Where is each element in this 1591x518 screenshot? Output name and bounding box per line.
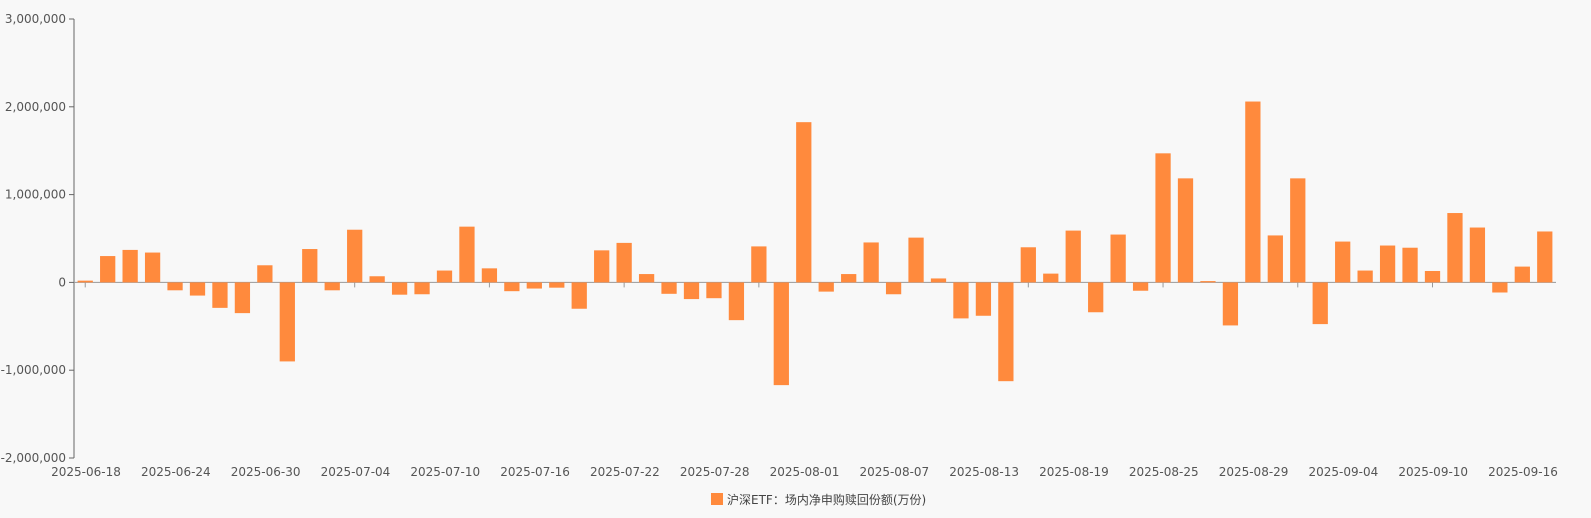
x-tick-label: 2025-08-13 (949, 465, 1019, 479)
bar[interactable] (975, 282, 992, 316)
bar[interactable] (1245, 101, 1261, 283)
bar[interactable] (616, 242, 632, 283)
bar[interactable] (526, 282, 542, 289)
x-tick-label: 2025-09-16 (1488, 465, 1558, 479)
bar[interactable] (189, 282, 206, 296)
bar[interactable] (1043, 273, 1059, 283)
y-tick-label: -1,000,000 (1, 363, 66, 377)
bar[interactable] (796, 122, 812, 283)
x-tick-label: 2025-07-10 (410, 465, 480, 479)
x-tick-label: 2025-08-25 (1129, 465, 1199, 479)
bar[interactable] (773, 282, 789, 386)
bar[interactable] (122, 249, 138, 283)
bar[interactable] (594, 250, 610, 283)
x-tick-label: 2025-08-19 (1039, 465, 1109, 479)
bar[interactable] (1447, 213, 1463, 283)
bar[interactable] (1020, 247, 1036, 283)
bar[interactable] (212, 282, 228, 308)
bar[interactable] (257, 265, 273, 283)
bar[interactable] (279, 282, 295, 362)
bar[interactable] (1110, 234, 1126, 283)
bars-group (77, 101, 1553, 386)
bar[interactable] (661, 282, 677, 294)
legend-swatch (711, 493, 723, 505)
x-axis: 2025-06-18 2025-06-24 2025-06-30 2025-07-04… (51, 281, 1558, 479)
bar[interactable] (324, 282, 340, 291)
bar[interactable] (1335, 241, 1351, 283)
bar[interactable] (1402, 247, 1418, 283)
bar[interactable] (571, 282, 587, 309)
bar[interactable] (908, 237, 924, 283)
x-tick-label: 2025-07-28 (680, 465, 750, 479)
bar[interactable] (1537, 231, 1553, 283)
x-tick-label: 2025-08-29 (1219, 465, 1289, 479)
bar[interactable] (167, 282, 183, 291)
bar[interactable] (504, 282, 520, 292)
bar[interactable] (1222, 282, 1239, 326)
y-tick-label: 1,000,000 (5, 188, 66, 202)
bar[interactable] (1424, 270, 1441, 283)
bar[interactable] (1514, 266, 1530, 283)
x-tick-label: 2025-06-18 (51, 465, 121, 479)
x-tick-label: 2025-06-24 (141, 465, 211, 479)
bar[interactable] (638, 274, 655, 283)
bar[interactable] (1065, 230, 1081, 283)
bar[interactable] (1492, 282, 1508, 293)
bar[interactable] (1312, 282, 1328, 325)
bar[interactable] (1200, 281, 1216, 283)
legend[interactable]: 沪深ETF：场内净申购赎回份额(万份) (711, 492, 926, 507)
bar[interactable] (751, 246, 767, 283)
bar[interactable] (1379, 245, 1396, 283)
x-tick-label: 2025-08-07 (859, 465, 929, 479)
x-tick-label: 2025-06-30 (231, 465, 301, 479)
bar[interactable] (1088, 282, 1104, 313)
y-tick-label: 0 (58, 275, 66, 289)
bar[interactable] (1267, 235, 1283, 283)
bar[interactable] (841, 274, 857, 283)
bar[interactable] (683, 282, 700, 300)
bar[interactable] (144, 252, 161, 283)
bar[interactable] (1132, 282, 1149, 291)
bar[interactable] (1177, 178, 1194, 283)
bar[interactable] (369, 276, 385, 283)
bar[interactable] (728, 282, 745, 321)
x-tick-label: 2025-09-04 (1309, 465, 1379, 479)
bar[interactable] (481, 268, 498, 283)
y-tick-label: 2,000,000 (5, 100, 66, 114)
bar[interactable] (953, 282, 969, 319)
bar[interactable] (414, 282, 430, 295)
bar[interactable] (100, 256, 116, 283)
bar[interactable] (1290, 178, 1306, 283)
bar[interactable] (1155, 153, 1171, 283)
x-tick-label: 2025-08-01 (770, 465, 840, 479)
x-tick-label: 2025-07-22 (590, 465, 660, 479)
bar[interactable] (77, 280, 93, 283)
bar[interactable] (863, 242, 879, 283)
bar[interactable] (436, 270, 453, 283)
y-tick-label: 3,000,000 (5, 12, 66, 26)
bar[interactable] (818, 282, 834, 292)
legend-label: 沪深ETF：场内净申购赎回份额(万份) (727, 492, 926, 507)
x-tick-label: 2025-07-16 (500, 465, 570, 479)
bar[interactable] (549, 282, 565, 288)
bar[interactable] (391, 282, 408, 295)
y-tick-label: -2,000,000 (1, 451, 66, 465)
bar[interactable] (347, 229, 363, 283)
bar[interactable] (234, 282, 251, 314)
x-tick-label: 2025-09-10 (1398, 465, 1468, 479)
x-tick-label: 2025-07-04 (321, 465, 391, 479)
bar[interactable] (930, 278, 947, 283)
bar[interactable] (885, 282, 902, 295)
y-axis: 3,000,000 2,000,000 1,000,000 0 -1,000,000 -2… (1, 12, 75, 465)
bar[interactable] (1357, 270, 1373, 283)
bar[interactable] (998, 282, 1014, 382)
bar[interactable] (706, 282, 722, 299)
bar[interactable] (302, 249, 318, 283)
bar[interactable] (459, 226, 475, 283)
bar[interactable] (1469, 227, 1486, 283)
